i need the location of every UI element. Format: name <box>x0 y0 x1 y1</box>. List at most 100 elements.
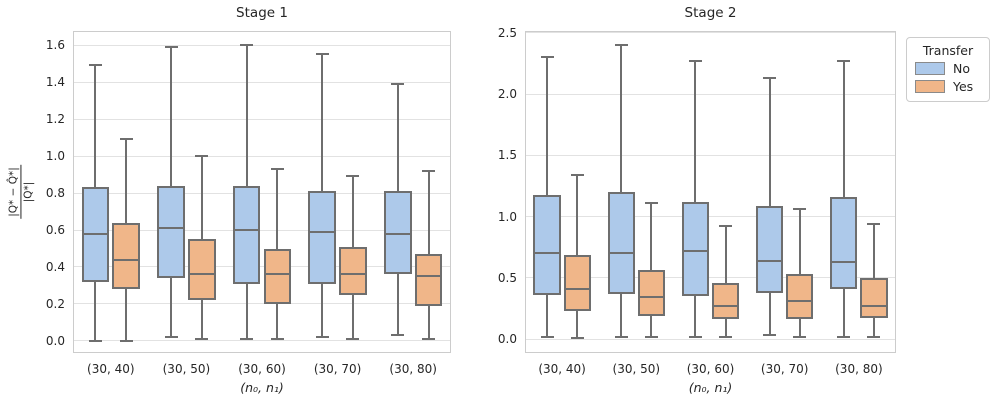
gridline <box>74 229 450 231</box>
whisker-cap-bottom-s1-g4-yes <box>346 338 360 341</box>
gridline <box>526 154 895 156</box>
x-axis-label-s1: (n₀, n₁) <box>240 380 284 395</box>
whisker-cap-top-s2-g2-yes <box>644 202 658 205</box>
whisker-cap-bottom-s1-g1-yes <box>119 339 133 342</box>
whisker-cap-bottom-s2-g1-no <box>540 335 554 338</box>
y-tick-label: 1.0 <box>497 209 517 224</box>
y-tick-label: 0.6 <box>45 223 65 237</box>
x-tick-label: (30, 80) <box>389 362 437 376</box>
y-tick-label: 1.6 <box>45 38 65 53</box>
x-tick-label: (30, 40) <box>87 362 135 376</box>
whisker-s1-g3-no <box>245 45 248 340</box>
whisker-cap-top-s1-g2-no <box>164 45 178 48</box>
whisker-cap-top-s1-g4-no <box>315 53 329 56</box>
median-s2-g4-yes <box>786 300 814 303</box>
whisker-s2-g1-yes <box>576 174 579 338</box>
box-s2-g4-no <box>756 205 784 293</box>
whisker-cap-top-s1-g5-no <box>391 82 405 85</box>
whisker-cap-bottom-s1-g2-yes <box>195 338 209 341</box>
x-tick-label: (30, 50) <box>162 362 211 376</box>
median-s1-g3-yes <box>263 273 292 276</box>
whisker-cap-bottom-s2-g2-yes <box>644 335 658 338</box>
whisker-cap-top-s1-g3-no <box>240 44 254 47</box>
y-tick-label: 0.2 <box>45 296 65 311</box>
x-tick-label: (30, 70) <box>760 362 809 376</box>
axes-title-s1: Stage 1 <box>236 5 288 21</box>
whisker-cap-top-s1-g2-yes <box>195 155 209 158</box>
whisker-cap-top-s2-g1-no <box>540 56 554 59</box>
whisker-cap-bottom-s1-g5-yes <box>422 338 436 341</box>
y-tick-label: 1.5 <box>497 148 517 163</box>
y-axis-label-s1: |Q* − Q̂*| |Q*| <box>7 165 35 219</box>
plot-area-s1 <box>73 31 451 353</box>
box-s1-g2-no <box>157 185 185 279</box>
gridline <box>74 340 450 342</box>
median-s2-g5-no <box>830 260 858 263</box>
whisker-cap-top-s1-g5-yes <box>422 169 436 172</box>
gridline <box>74 81 450 83</box>
x-axis-label-s2: (n₀, n₁) <box>688 380 733 395</box>
gridline <box>74 192 450 194</box>
whisker-cap-top-s2-g4-no <box>763 77 777 80</box>
gridline <box>74 266 450 268</box>
whisker-s2-g5-yes <box>872 223 875 337</box>
legend-patch-no <box>915 62 945 75</box>
median-s1-g4-no <box>308 230 337 233</box>
box-s2-g2-no <box>607 192 635 294</box>
whisker-s2-g1-no <box>546 57 548 337</box>
whisker-cap-top-s1-g3-yes <box>270 167 284 170</box>
box-s1-g4-no <box>308 191 337 284</box>
x-tick-label: (30, 40) <box>538 362 586 376</box>
y-tick-label: 2.0 <box>497 87 517 102</box>
median-s1-g2-yes <box>187 273 216 276</box>
whisker-cap-top-s2-g3-no <box>688 60 702 63</box>
whisker-cap-bottom-s1-g3-yes <box>270 338 284 341</box>
axes-title-s2: Stage 2 <box>684 5 737 21</box>
median-s2-g2-no <box>607 252 635 255</box>
y-axis-label-numerator: |Q* − Q̂*| <box>7 165 22 219</box>
gridline <box>526 277 895 279</box>
box-s1-g1-no <box>81 187 110 282</box>
whisker-cap-bottom-s2-g3-no <box>688 335 702 338</box>
gridline <box>74 118 450 120</box>
whisker-s1-g2-yes <box>200 156 203 340</box>
whisker-cap-bottom-s2-g5-yes <box>867 335 881 338</box>
x-tick-label: (30, 60) <box>686 362 735 376</box>
legend-item-no: No <box>915 61 981 76</box>
y-axis-label-denominator: |Q*| <box>22 181 35 203</box>
y-tick-label: 0.8 <box>45 186 65 201</box>
median-s2-g5-yes <box>860 304 888 307</box>
whisker-s2-g2-no <box>620 45 623 337</box>
box-s1-g5-no <box>383 191 412 275</box>
whisker-cap-top-s2-g5-no <box>837 60 851 63</box>
box-s1-g4-yes <box>339 246 367 295</box>
legend-patch-yes <box>915 80 945 93</box>
box-s1-g5-yes <box>414 254 443 306</box>
box-s2-g5-yes <box>860 277 888 319</box>
legend-label: Yes <box>953 79 974 94</box>
whisker-s1-g4-no <box>321 54 324 338</box>
y-tick-label: 1.2 <box>45 112 65 127</box>
y-tick-label: 1.4 <box>45 75 65 90</box>
whisker-s1-g3-yes <box>276 168 279 340</box>
whisker-cap-top-s1-g1-no <box>88 64 102 67</box>
y-tick-label: 0.0 <box>497 332 517 347</box>
box-s1-g1-yes <box>112 222 141 290</box>
whisker-cap-bottom-s2-g4-no <box>763 334 777 337</box>
whisker-s2-g4-yes <box>798 209 801 337</box>
whisker-s2-g3-yes <box>724 226 727 337</box>
whisker-s2-g4-no <box>768 78 771 336</box>
whisker-cap-bottom-s1-g4-no <box>315 336 329 339</box>
whisker-cap-bottom-s2-g3-yes <box>719 335 733 338</box>
whisker-cap-bottom-s2-g1-yes <box>570 336 584 339</box>
gridline <box>74 303 450 305</box>
whisker-s1-g5-yes <box>427 170 430 340</box>
median-s1-g5-no <box>383 232 412 235</box>
gridline <box>526 93 895 95</box>
gridline <box>74 44 450 46</box>
whisker-cap-top-s2-g5-yes <box>867 222 881 225</box>
x-tick-label: (30, 50) <box>612 362 661 376</box>
box-s2-g5-no <box>830 197 858 289</box>
whisker-s1-g2-no <box>170 46 173 338</box>
